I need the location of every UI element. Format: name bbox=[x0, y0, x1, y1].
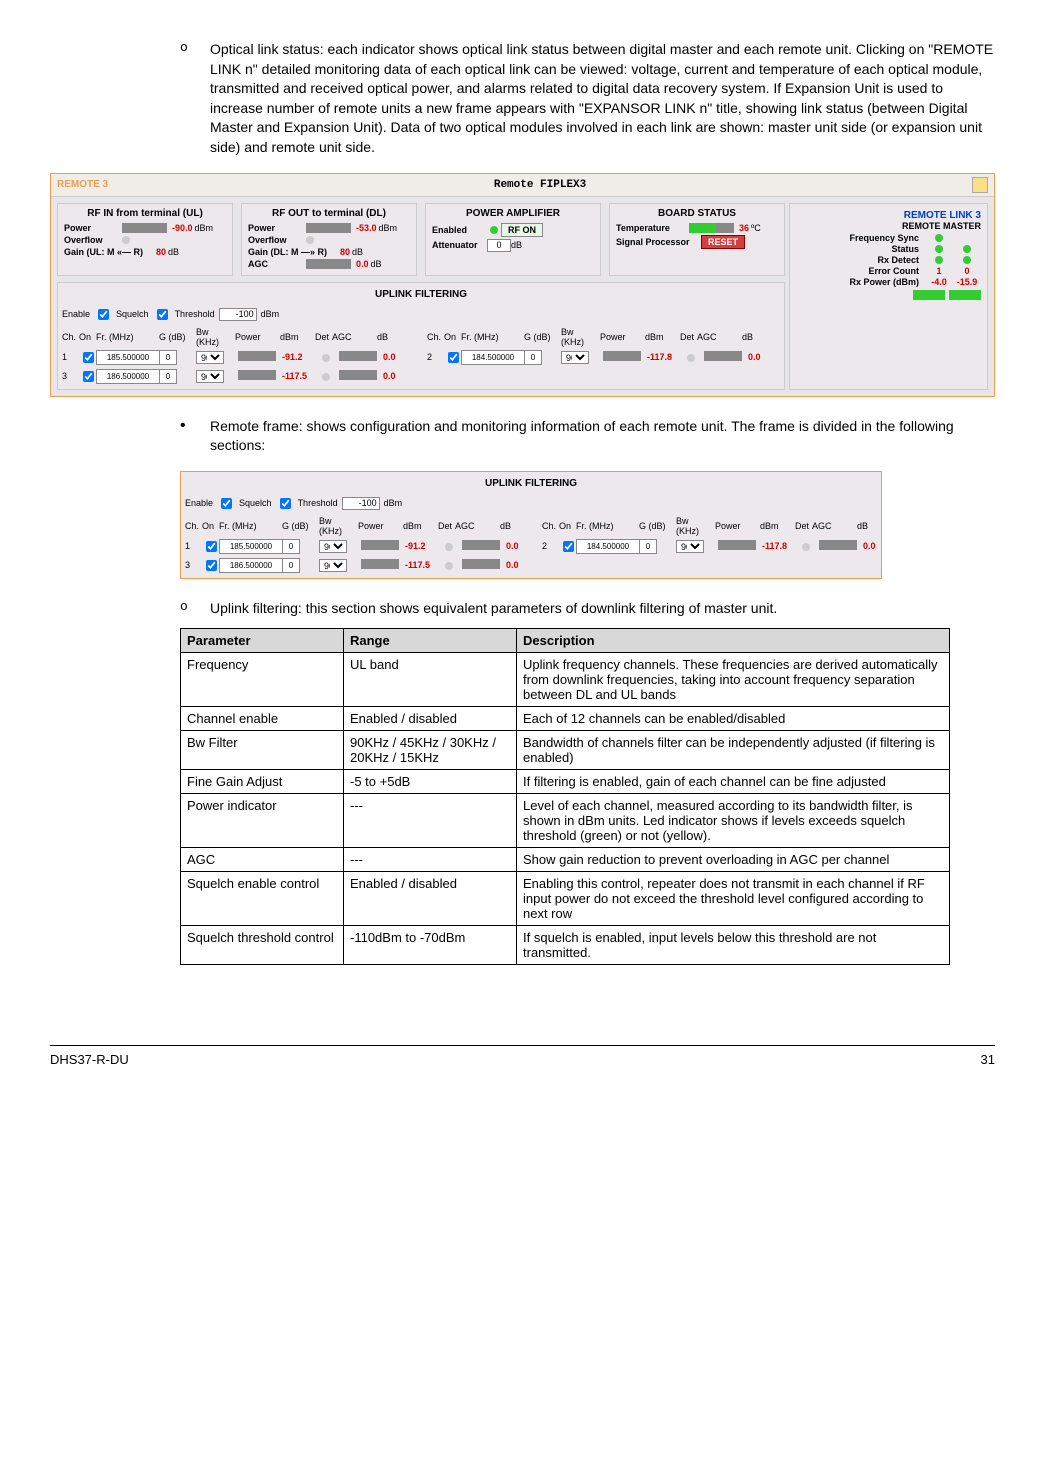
table-row: Squelch threshold control-110dBm to -70d… bbox=[181, 926, 950, 965]
gain-input[interactable] bbox=[159, 350, 177, 365]
remote-frame-text: Remote frame: shows configuration and mo… bbox=[210, 417, 995, 456]
agc-bar bbox=[306, 259, 351, 269]
led-icon bbox=[490, 226, 498, 234]
gain-input[interactable] bbox=[282, 558, 300, 573]
bw-select[interactable]: 90 bbox=[319, 559, 347, 572]
label: Attenuator bbox=[432, 240, 487, 250]
link-bar bbox=[949, 290, 981, 300]
optical-link-text: Optical link status: each indicator show… bbox=[210, 40, 995, 158]
unit: dB bbox=[352, 247, 363, 257]
table-row: Channel enableEnabled / disabledEach of … bbox=[181, 707, 950, 731]
link-bar bbox=[913, 290, 945, 300]
uplink-filtering-section: UPLINK FILTERING Enable Squelch Threshol… bbox=[57, 282, 785, 390]
rf-in-title: RF IN from terminal (UL) bbox=[64, 208, 226, 219]
gain-input[interactable] bbox=[159, 369, 177, 384]
channel-on-checkbox[interactable] bbox=[83, 371, 94, 382]
label: Power bbox=[248, 223, 303, 233]
minimize-icon[interactable] bbox=[972, 177, 988, 193]
panel-tab: REMOTE 3 bbox=[57, 179, 108, 190]
power-bar bbox=[306, 223, 351, 233]
attenuator-input[interactable] bbox=[487, 239, 511, 252]
table-row: Fine Gain Adjust-5 to +5dBIf filtering i… bbox=[181, 770, 950, 794]
freq-input[interactable] bbox=[576, 539, 640, 554]
channel-on-checkbox[interactable] bbox=[563, 541, 574, 552]
unit: dBm bbox=[379, 223, 398, 233]
unit: dBm bbox=[195, 223, 214, 233]
gain-input[interactable] bbox=[524, 350, 542, 365]
rf-on-button[interactable]: RF ON bbox=[501, 223, 543, 237]
table-row: Bw Filter90KHz / 45KHz / 30KHz / 20KHz /… bbox=[181, 731, 950, 770]
label: Power bbox=[64, 223, 119, 233]
table-header: Parameter bbox=[181, 629, 344, 653]
table-header: Description bbox=[517, 629, 950, 653]
label: Gain (DL: M —» R) bbox=[248, 247, 338, 257]
link-sub: REMOTE MASTER bbox=[796, 221, 981, 231]
gain-input[interactable] bbox=[639, 539, 657, 554]
unit: ºC bbox=[751, 223, 761, 233]
freq-input[interactable] bbox=[461, 350, 525, 365]
value: -90.0 bbox=[172, 223, 193, 233]
reset-button[interactable]: RESET bbox=[701, 235, 745, 249]
channel-on-checkbox[interactable] bbox=[448, 352, 459, 363]
bw-select[interactable]: 90 bbox=[196, 351, 224, 364]
table-header: Range bbox=[344, 629, 517, 653]
value: 0.0 bbox=[356, 259, 369, 269]
bw-select[interactable]: 90 bbox=[196, 370, 224, 383]
table-row: FrequencyUL bandUplink frequency channel… bbox=[181, 653, 950, 707]
remote-panel: REMOTE 3 Remote FIPLEX3 RF IN from termi… bbox=[50, 173, 995, 397]
squelch-checkbox[interactable] bbox=[157, 309, 168, 320]
rf-out-title: RF OUT to terminal (DL) bbox=[248, 208, 410, 219]
footer-page: 31 bbox=[981, 1052, 995, 1067]
pa-title: POWER AMPLIFIER bbox=[432, 208, 594, 219]
freq-input[interactable] bbox=[96, 350, 160, 365]
label: Gain (UL: M «— R) bbox=[64, 247, 154, 257]
bw-select[interactable]: 90 bbox=[319, 540, 347, 553]
led-icon bbox=[122, 236, 130, 244]
value: 36 bbox=[739, 223, 749, 233]
channel-on-checkbox[interactable] bbox=[83, 352, 94, 363]
enable-checkbox[interactable] bbox=[221, 498, 232, 509]
label: AGC bbox=[248, 259, 303, 269]
bw-select[interactable]: 90 bbox=[676, 540, 704, 553]
freq-input[interactable] bbox=[219, 539, 283, 554]
remote-link-title[interactable]: REMOTE LINK 3 bbox=[796, 210, 981, 221]
label: Temperature bbox=[616, 223, 686, 233]
bullet-marker: o bbox=[180, 40, 210, 158]
table-row: Squelch enable controlEnabled / disabled… bbox=[181, 872, 950, 926]
unit: dB bbox=[511, 240, 522, 250]
value: -53.0 bbox=[356, 223, 377, 233]
freq-input[interactable] bbox=[96, 369, 160, 384]
panel-title: Remote FIPLEX3 bbox=[108, 179, 972, 191]
bw-select[interactable]: 90 bbox=[561, 351, 589, 364]
freq-input[interactable] bbox=[219, 558, 283, 573]
value: 80 bbox=[156, 247, 166, 257]
label: Enabled bbox=[432, 225, 487, 235]
power-bar bbox=[122, 223, 167, 233]
threshold-input[interactable] bbox=[219, 308, 257, 321]
label: Overflow bbox=[248, 235, 303, 245]
unit: dB bbox=[371, 259, 382, 269]
uplink-filtering-panel: UPLINK FILTERING Enable Squelch Threshol… bbox=[180, 471, 882, 579]
led-icon bbox=[306, 236, 314, 244]
table-row: Power indicator---Level of each channel,… bbox=[181, 794, 950, 848]
board-title: BOARD STATUS bbox=[616, 208, 778, 219]
unit: dB bbox=[168, 247, 179, 257]
footer-left: DHS37-R-DU bbox=[50, 1052, 129, 1067]
squelch-checkbox[interactable] bbox=[280, 498, 291, 509]
parameter-table: ParameterRangeDescription FrequencyUL ba… bbox=[180, 628, 950, 965]
channel-on-checkbox[interactable] bbox=[206, 560, 217, 571]
gain-input[interactable] bbox=[282, 539, 300, 554]
label: Overflow bbox=[64, 235, 119, 245]
table-row: AGC---Show gain reduction to prevent ove… bbox=[181, 848, 950, 872]
threshold-input[interactable] bbox=[342, 497, 380, 510]
channel-on-checkbox[interactable] bbox=[206, 541, 217, 552]
enable-checkbox[interactable] bbox=[98, 309, 109, 320]
uplink-filtering-text: Uplink filtering: this section shows equ… bbox=[210, 599, 995, 619]
bullet-marker: • bbox=[180, 417, 210, 456]
label: Signal Processor bbox=[616, 237, 701, 247]
value: 80 bbox=[340, 247, 350, 257]
bullet-marker: o bbox=[180, 599, 210, 619]
temp-bar bbox=[689, 223, 734, 233]
